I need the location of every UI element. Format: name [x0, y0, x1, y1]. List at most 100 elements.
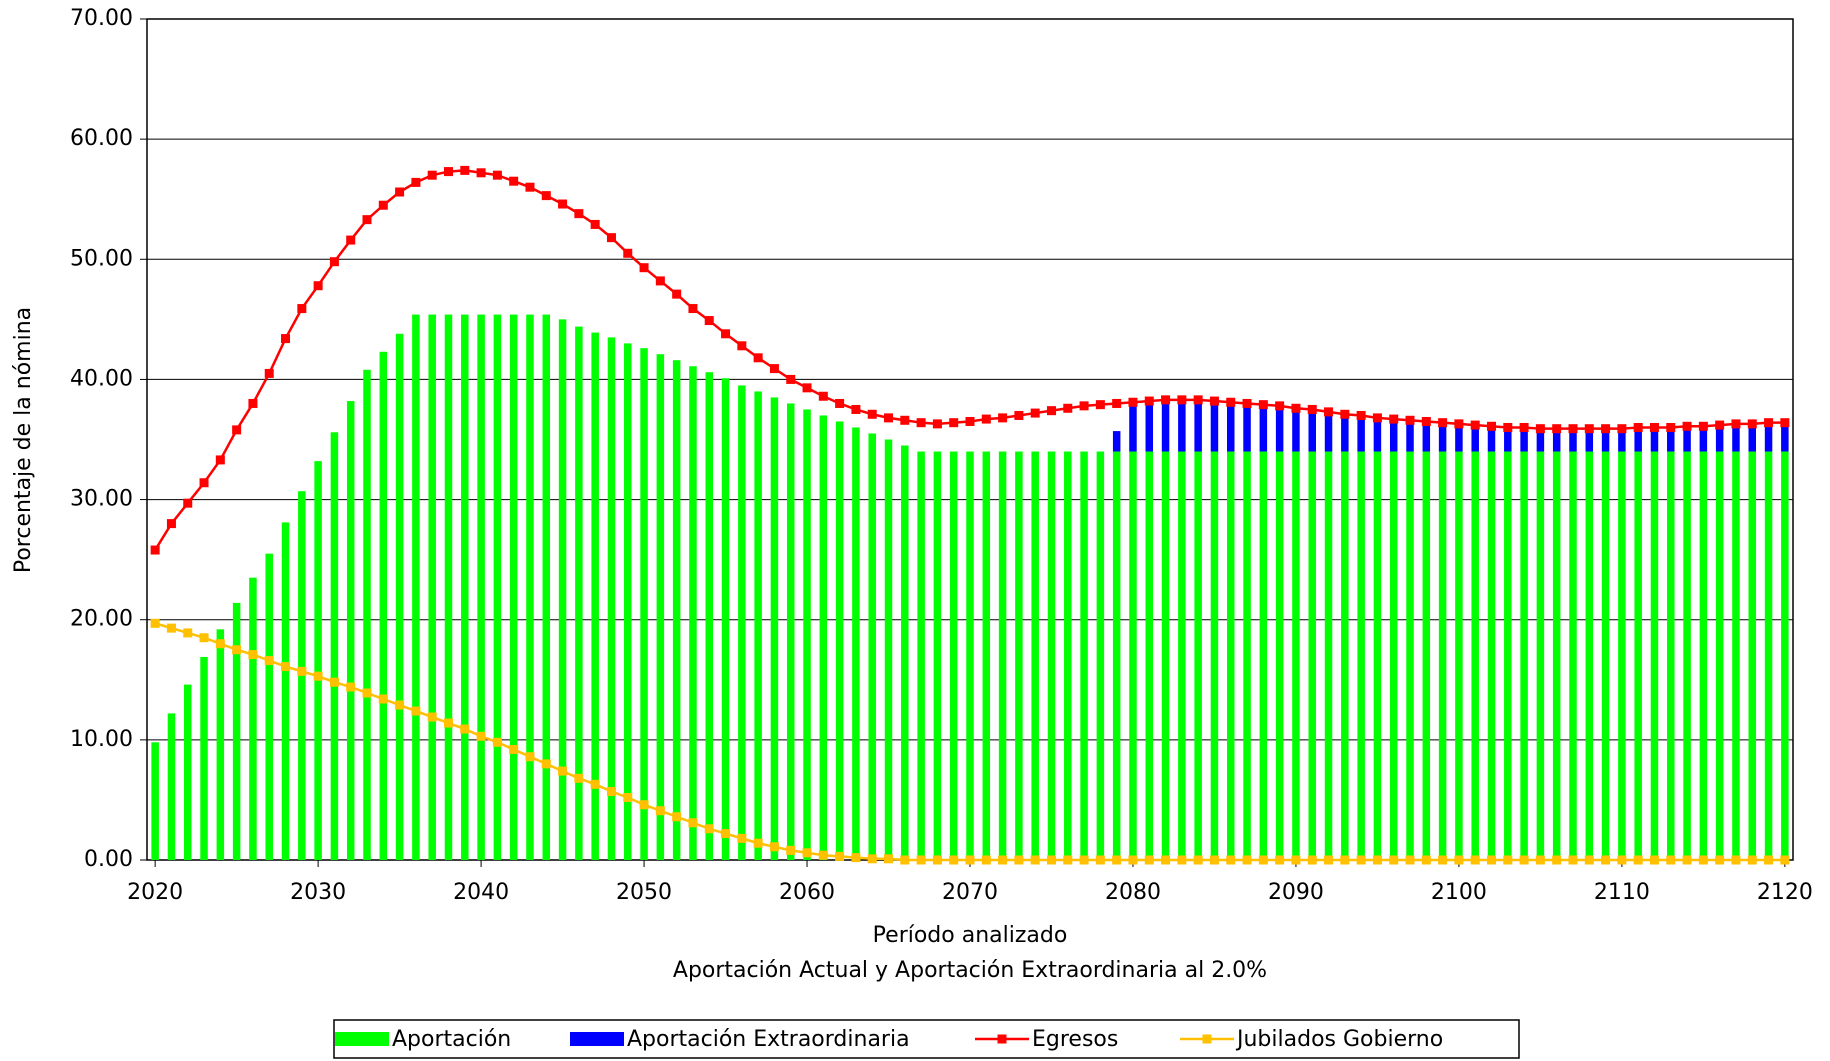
marker — [704, 316, 714, 326]
marker — [1487, 855, 1497, 865]
y-tick-label: 70.00 — [70, 6, 133, 31]
bar — [1161, 402, 1170, 452]
marker — [818, 391, 828, 401]
bar — [265, 553, 273, 860]
bar — [1438, 425, 1447, 452]
marker — [1617, 855, 1627, 865]
bar — [1748, 426, 1757, 452]
bar — [1569, 451, 1577, 860]
marker — [884, 854, 894, 864]
bar — [1015, 451, 1023, 860]
marker — [1519, 855, 1529, 865]
bar — [1275, 451, 1284, 860]
marker — [1568, 424, 1578, 434]
bar — [428, 314, 436, 861]
marker — [574, 209, 584, 219]
marker — [248, 650, 258, 660]
x-tick-label: 2120 — [1757, 880, 1813, 905]
marker — [1128, 397, 1138, 407]
bar — [1438, 451, 1447, 860]
marker — [1161, 395, 1171, 405]
marker — [998, 855, 1008, 865]
marker — [1421, 855, 1431, 865]
legend-label: Jubilados Gobierno — [1235, 1027, 1443, 1052]
marker — [411, 177, 421, 187]
bar — [933, 451, 942, 860]
marker — [183, 498, 193, 508]
marker — [1503, 855, 1513, 865]
marker — [753, 353, 763, 363]
marker — [509, 744, 519, 754]
marker — [297, 666, 307, 676]
marker — [427, 170, 437, 180]
bar — [314, 461, 322, 860]
bar — [966, 451, 974, 860]
marker — [492, 737, 502, 747]
marker — [1470, 420, 1480, 430]
marker — [1095, 400, 1105, 410]
bar — [884, 439, 893, 860]
marker — [769, 842, 779, 852]
bar — [1552, 451, 1561, 860]
bar — [868, 433, 876, 860]
bar — [1650, 451, 1659, 860]
marker — [443, 167, 453, 177]
bar — [1406, 451, 1414, 860]
marker — [264, 656, 274, 666]
marker — [1487, 421, 1497, 431]
bar — [1161, 451, 1170, 860]
bar — [852, 427, 860, 860]
marker — [1584, 424, 1594, 434]
marker — [932, 419, 942, 429]
marker — [1731, 419, 1741, 429]
marker — [199, 633, 209, 643]
bar — [1781, 425, 1789, 452]
marker — [623, 248, 633, 258]
bar — [1341, 416, 1349, 452]
marker — [949, 855, 959, 865]
marker — [1503, 422, 1513, 432]
marker — [541, 191, 551, 201]
marker — [1405, 855, 1415, 865]
bar — [1096, 451, 1105, 860]
x-tick-label: 2090 — [1268, 880, 1324, 905]
marker — [1275, 401, 1285, 411]
marker — [525, 182, 535, 192]
x-tick-label: 2050 — [616, 880, 672, 905]
legend-label: Aportación Extraordinaria — [627, 1027, 910, 1052]
marker — [1552, 855, 1562, 865]
marker — [1731, 855, 1741, 865]
marker — [509, 176, 519, 186]
marker — [1649, 422, 1659, 432]
bar — [591, 332, 599, 860]
bar — [395, 333, 404, 860]
x-tick-label: 2030 — [290, 880, 346, 905]
bar — [509, 314, 518, 861]
marker — [1014, 855, 1024, 865]
marker — [329, 257, 339, 267]
bar — [1699, 451, 1708, 860]
marker — [232, 425, 242, 435]
marker — [769, 364, 779, 374]
marker — [606, 233, 616, 243]
bar — [770, 397, 779, 860]
bar — [1781, 451, 1789, 860]
bar — [1259, 407, 1268, 452]
marker — [1747, 419, 1757, 429]
y-tick-label: 10.00 — [70, 727, 133, 752]
bar — [477, 314, 485, 861]
marker — [329, 677, 339, 687]
y-tick-label: 50.00 — [70, 246, 133, 271]
marker — [1030, 855, 1040, 865]
marker — [558, 766, 568, 776]
bar — [1585, 451, 1594, 860]
bar — [1634, 451, 1642, 860]
marker — [476, 168, 486, 178]
marker — [1291, 403, 1301, 413]
marker — [1780, 418, 1790, 428]
x-tick-label: 2080 — [1105, 880, 1161, 905]
bar — [1487, 428, 1496, 452]
bar — [721, 378, 730, 860]
marker — [1372, 413, 1382, 423]
bar — [1210, 403, 1219, 452]
